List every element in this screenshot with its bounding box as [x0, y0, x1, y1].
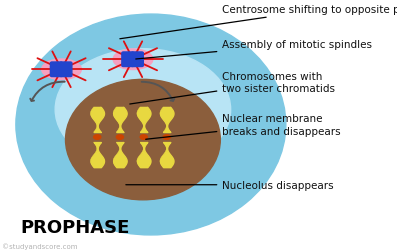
Ellipse shape: [42, 60, 81, 80]
Ellipse shape: [66, 80, 220, 200]
Ellipse shape: [55, 50, 231, 170]
Text: PROPHASE: PROPHASE: [21, 218, 130, 236]
Circle shape: [94, 135, 101, 140]
FancyBboxPatch shape: [131, 53, 143, 67]
Text: Nuclear membrane
breaks and disappears: Nuclear membrane breaks and disappears: [146, 114, 341, 140]
FancyBboxPatch shape: [60, 63, 72, 77]
Ellipse shape: [113, 50, 153, 70]
Circle shape: [116, 135, 123, 140]
Ellipse shape: [16, 15, 286, 235]
Text: Chromosomes with
two sister chromatids: Chromosomes with two sister chromatids: [130, 71, 335, 104]
Text: Assembly of mitotic spindles: Assembly of mitotic spindles: [136, 40, 372, 60]
Text: Nucleolus disappears: Nucleolus disappears: [126, 180, 334, 190]
FancyBboxPatch shape: [50, 63, 62, 77]
Circle shape: [163, 135, 170, 140]
FancyBboxPatch shape: [122, 53, 134, 67]
Text: ©studyandscore.com: ©studyandscore.com: [2, 242, 77, 249]
Text: Centrosome shifting to opposite poles: Centrosome shifting to opposite poles: [120, 5, 397, 40]
Circle shape: [140, 135, 147, 140]
